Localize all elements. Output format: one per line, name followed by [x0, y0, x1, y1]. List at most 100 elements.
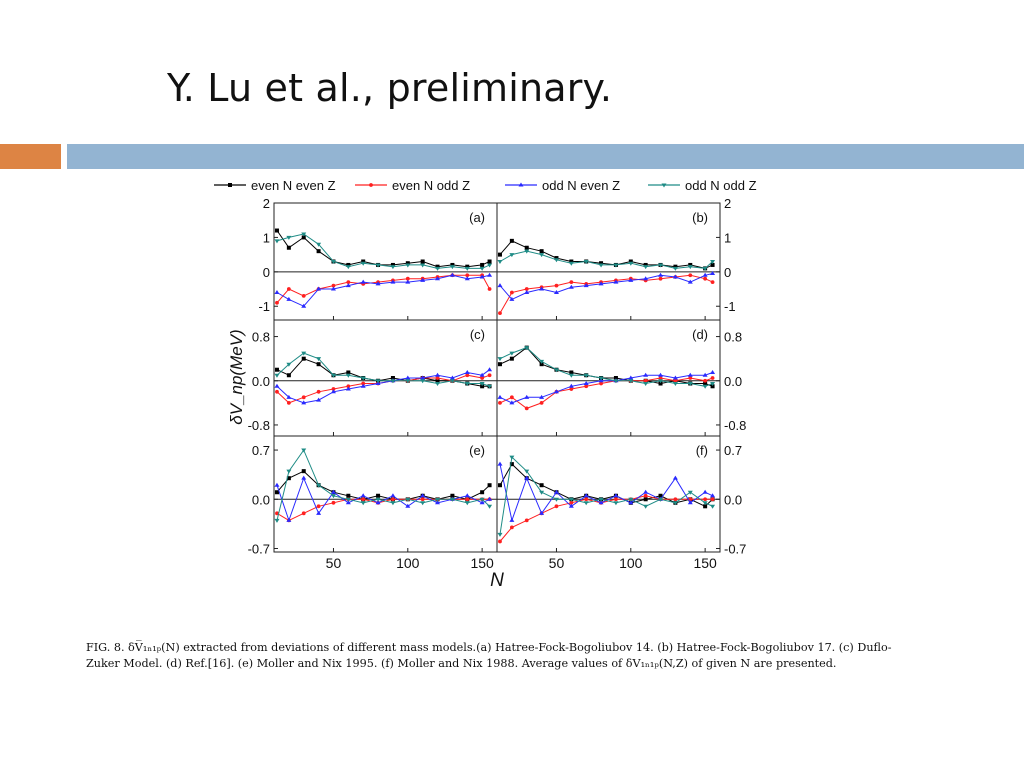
data-point — [569, 280, 574, 285]
data-point — [539, 359, 545, 364]
data-point — [509, 462, 514, 467]
data-point — [583, 260, 589, 264]
data-point — [390, 501, 396, 506]
data-point — [710, 384, 715, 389]
data-point — [301, 469, 306, 474]
panel-c: 0.8 0.0 -0.8 (c) — [248, 319, 498, 437]
data-point — [360, 501, 366, 506]
data-point — [360, 376, 366, 381]
data-point — [524, 394, 530, 399]
panel-frame — [496, 202, 721, 321]
data-point — [509, 525, 514, 530]
data-point — [687, 382, 693, 387]
data-point — [539, 253, 545, 258]
data-point — [539, 400, 544, 405]
data-point — [286, 517, 292, 522]
data-point — [687, 500, 693, 505]
data-point — [539, 510, 545, 515]
data-point — [487, 483, 492, 488]
data-point — [375, 263, 381, 268]
data-point — [613, 493, 619, 498]
data-point — [286, 400, 291, 405]
data-point — [301, 303, 307, 308]
data-point — [598, 281, 604, 286]
y-axis-label: δV_np(MeV) — [227, 329, 246, 424]
data-point — [498, 400, 502, 405]
x-tick-label: 50 — [549, 555, 565, 571]
data-point — [524, 346, 530, 351]
figure-caption: FIG. 8. δV̅₁ₙ₁ₚ(N) extracted from deviat… — [86, 640, 896, 671]
panel-d: 0.8 0.0 -0.8 (d) — [496, 319, 746, 437]
data-point — [390, 379, 396, 384]
data-point — [405, 261, 410, 266]
y-tick-label: 0.0 — [724, 492, 742, 507]
data-point — [390, 493, 396, 498]
data-point — [710, 280, 715, 285]
data-point — [420, 259, 425, 264]
data-point — [710, 382, 716, 387]
data-point — [420, 375, 426, 380]
data-point — [554, 504, 559, 509]
data-point — [524, 406, 529, 411]
data-point — [710, 369, 716, 374]
panel-label: (b) — [692, 210, 708, 225]
data-point — [464, 369, 470, 374]
data-point — [435, 266, 441, 271]
data-point — [498, 311, 502, 316]
data-point — [286, 245, 291, 250]
data-point — [553, 389, 559, 394]
data-point — [301, 448, 307, 453]
data-point — [710, 260, 716, 264]
series-line — [276, 498, 490, 521]
data-point — [286, 235, 292, 240]
data-point — [643, 262, 648, 267]
data-point — [301, 511, 306, 516]
series-line — [499, 377, 713, 409]
data-point — [524, 518, 529, 523]
data-point — [672, 266, 678, 271]
data-point — [643, 382, 649, 387]
series-line — [499, 240, 713, 269]
data-point — [301, 235, 306, 240]
data-point — [346, 384, 351, 389]
data-point — [509, 395, 514, 400]
series-line — [276, 476, 490, 522]
data-point — [703, 504, 708, 509]
data-point — [330, 260, 336, 264]
data-point — [345, 283, 351, 288]
data-point — [487, 287, 492, 291]
data-point — [658, 263, 664, 268]
data-point — [498, 539, 502, 544]
data-point — [687, 372, 693, 377]
series-line — [276, 470, 490, 500]
data-point — [420, 379, 426, 384]
data-point — [628, 259, 633, 264]
data-point — [330, 489, 336, 494]
data-point — [274, 239, 280, 244]
data-point — [673, 497, 678, 502]
data-point — [301, 351, 307, 356]
data-point — [405, 503, 411, 508]
data-point — [702, 501, 708, 506]
data-point — [487, 272, 493, 277]
data-point — [361, 497, 366, 502]
series-line — [499, 372, 713, 404]
legend-entry: even N odd Z — [392, 178, 470, 193]
data-point — [301, 294, 306, 298]
data-point — [568, 284, 574, 289]
data-point — [583, 283, 589, 288]
data-point — [465, 373, 470, 378]
chart-legend: even N even Z even N odd Z odd N even Z odd… — [214, 178, 757, 193]
data-point — [274, 289, 280, 294]
y-tick-label: 0.0 — [724, 374, 742, 389]
x-axis-label: N — [490, 570, 504, 591]
data-point — [688, 262, 693, 267]
x-tick-label: 100 — [396, 555, 420, 571]
y-tick-label: 0.8 — [724, 330, 742, 345]
legend-entry: even N even Z — [251, 178, 336, 193]
data-point — [554, 256, 559, 261]
data-point — [420, 263, 426, 268]
data-point — [375, 281, 381, 286]
data-point — [524, 469, 530, 474]
data-point — [465, 273, 470, 278]
